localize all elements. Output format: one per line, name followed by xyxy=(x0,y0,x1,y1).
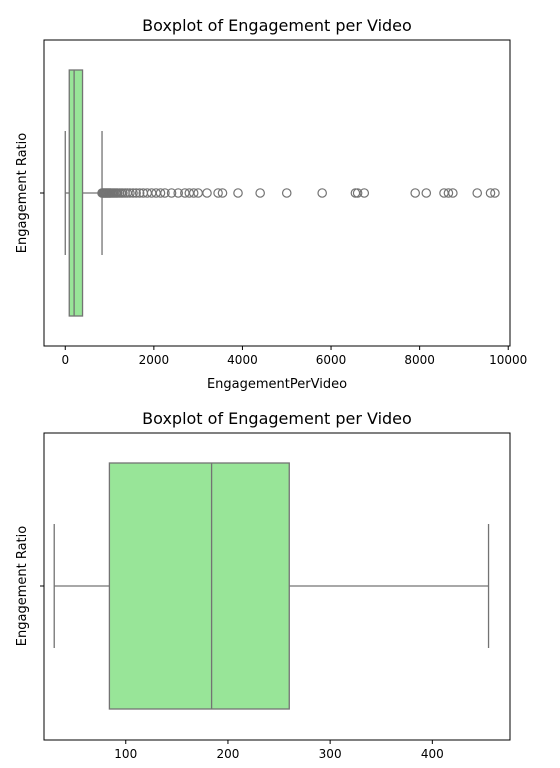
chart-2: Boxplot of Engagement per Video 100 200 30… xyxy=(15,409,511,761)
chart-1-outlier-point xyxy=(421,188,432,198)
chart-1-outlier-point xyxy=(173,188,184,198)
chart-1-outlier-point xyxy=(410,188,421,198)
chart-1-outlier-point xyxy=(125,188,135,198)
chart-2-title: Boxplot of Engagement per Video xyxy=(142,409,412,428)
chart-1-x-tick-label: 10000 xyxy=(489,353,527,367)
chart-1-x-tick-label: 2000 xyxy=(139,353,170,367)
chart-1-x-axis-label: EngagementPerVideo xyxy=(207,377,347,392)
chart-2-plot-area xyxy=(53,462,490,710)
chart-1-x-tick-label: 6000 xyxy=(316,353,347,367)
chart-1-outlier-point xyxy=(485,188,496,198)
chart-1-outlier-point xyxy=(255,188,265,198)
chart-1-x-tick-label: 0 xyxy=(61,353,69,367)
chart-1-outlier-point xyxy=(134,188,145,198)
chart-1-iqr-box xyxy=(68,69,84,317)
chart-1-outlier-point xyxy=(448,188,458,198)
chart-2-iqr-box xyxy=(108,462,290,710)
chart-1-outlier-point xyxy=(155,188,166,198)
chart-2-x-tick-label: 100 xyxy=(114,747,137,761)
chart-2-x-ticks: 100 200 300 400 xyxy=(114,740,444,761)
chart-1-plot-area xyxy=(64,69,500,317)
chart-1-outlier-point xyxy=(317,188,327,198)
chart-2-x-tick-label: 400 xyxy=(421,747,444,761)
chart-2-x-tick-label: 200 xyxy=(216,747,239,761)
chart-1: Boxplot of Engagement per Video 0 2000 400… xyxy=(15,16,527,392)
chart-1-outlier-point xyxy=(188,188,199,198)
chart-1-x-tick-label: 8000 xyxy=(404,353,435,367)
chart-1-outlier-point xyxy=(166,188,177,198)
chart-1-title: Boxplot of Engagement per Video xyxy=(142,16,412,35)
chart-2-y-axis-label: Engagement Ratio xyxy=(15,526,30,646)
chart-2-x-tick-label: 300 xyxy=(319,747,342,761)
chart-1-outlier-point xyxy=(131,188,141,198)
chart-1-outlier-point xyxy=(202,188,212,198)
chart-1-outlier-point xyxy=(233,188,243,198)
chart-1-x-ticks: 0 2000 4000 6000 8000 10000 xyxy=(61,346,527,367)
chart-1-y-axis-label: Engagement Ratio xyxy=(15,133,30,253)
chart-1-x-tick-label: 4000 xyxy=(227,353,258,367)
chart-1-outlier-point xyxy=(217,188,228,198)
chart-1-outlier-point xyxy=(128,188,138,198)
chart-1-outlier-point xyxy=(443,188,454,198)
chart-1-outlier-point xyxy=(352,188,363,198)
chart-1-outlier-point xyxy=(281,188,292,198)
chart-1-outlier-point xyxy=(359,188,370,198)
chart-1-outlier-point xyxy=(472,188,483,198)
chart-1-outlier-point xyxy=(490,188,500,198)
chart-1-outlier-point xyxy=(213,188,223,198)
chart-1-outlier-point xyxy=(160,188,170,198)
